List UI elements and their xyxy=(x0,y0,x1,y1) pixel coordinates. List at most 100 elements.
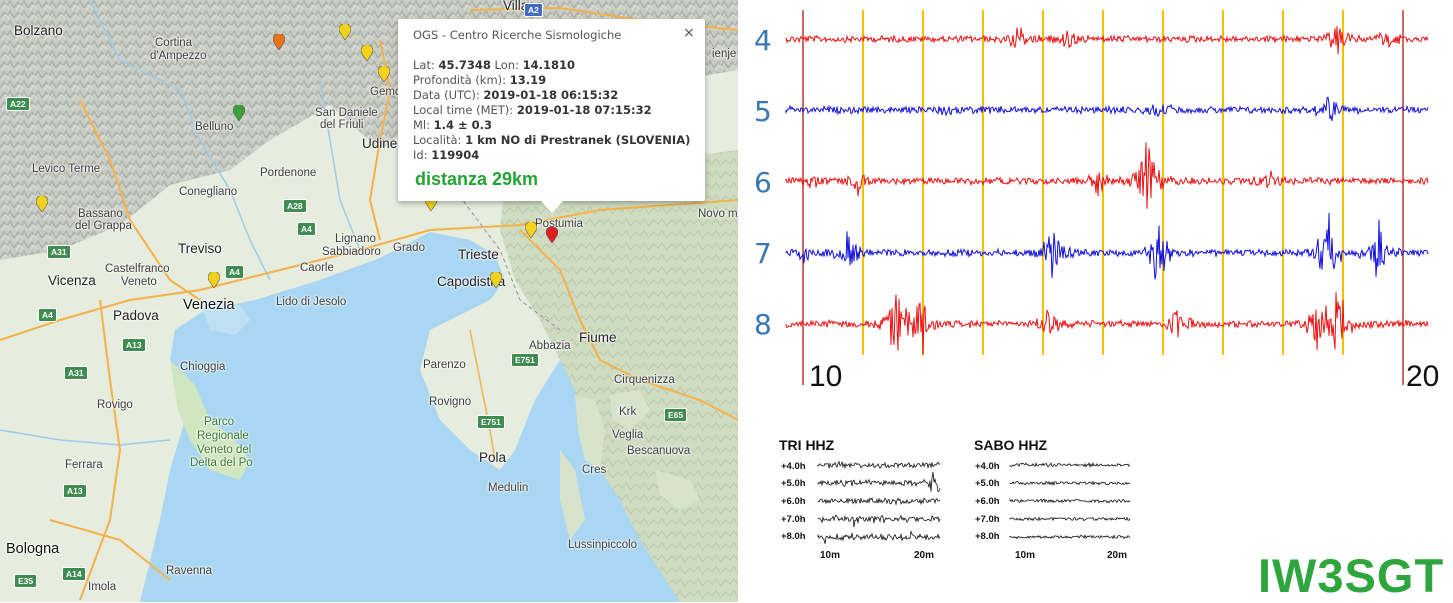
place-label: Rovigo xyxy=(97,399,133,411)
place-label: Udine xyxy=(362,136,398,151)
place-label: Medulin xyxy=(488,482,529,494)
place-label: Postumia xyxy=(535,218,583,230)
location-value: 1 km NO di Prestranek (SLOVENIA) xyxy=(465,133,691,147)
trace-label: 8 xyxy=(754,308,772,341)
place-label: Imola xyxy=(88,581,117,593)
map-pin-icon[interactable] xyxy=(36,196,48,212)
seismogram-plot xyxy=(785,10,1429,385)
lat-value: 45.7348 xyxy=(438,58,491,72)
trace-label: 6 xyxy=(754,166,772,199)
road-shield: A28 xyxy=(283,199,307,213)
helicorder-title: TRI HHZ xyxy=(779,437,835,453)
popup-tail xyxy=(540,200,564,213)
popup-row-magnitude: Ml: 1.4 ± 0.3 xyxy=(413,118,492,132)
id-label: Id: xyxy=(413,148,428,162)
helicorder-row-label: +4.0h xyxy=(781,461,806,472)
date-value: 2019-01-18 06:15:32 xyxy=(483,88,619,102)
map-pin-icon[interactable] xyxy=(378,66,390,82)
map-panel[interactable]: Villaco Bolzano Cortina d'Ampezzo Bellun… xyxy=(0,0,738,602)
place-label: Sabbiadoro xyxy=(322,246,381,258)
magnitude-value: 1.4 ± 0.3 xyxy=(433,118,493,132)
helicorder-row-label: +6.0h xyxy=(975,496,1000,507)
map-pin-icon[interactable] xyxy=(361,45,373,61)
helicorder-row-label: +5.0h xyxy=(781,478,806,489)
helicorder-row-label: +6.0h xyxy=(781,496,806,507)
place-label: Novo me xyxy=(698,208,738,220)
road-shield: A13 xyxy=(63,484,87,498)
time-start-label: 10 xyxy=(809,360,843,393)
place-label: Bescanuova xyxy=(627,445,691,457)
trace-label: 4 xyxy=(754,24,772,57)
depth-label: Profondità (km): xyxy=(413,73,507,87)
place-label: Delta del Po xyxy=(190,457,253,469)
helicorder-tick: 20m xyxy=(1107,550,1128,561)
popup-row-date: Data (UTC): 2019-01-18 06:15:32 xyxy=(413,88,618,102)
road-shield: E751 xyxy=(511,353,539,367)
popup-row-location: Località: 1 km NO di Prestranek (SLOVENI… xyxy=(413,133,690,147)
popup-row-coords: Lat: 45.7348 Lon: 14.1810 xyxy=(413,58,575,72)
lat-label: Lat: xyxy=(413,58,435,72)
place-label: Vicenza xyxy=(48,273,96,288)
place-label: Pola xyxy=(479,450,507,465)
map-pin-icon[interactable] xyxy=(273,34,285,50)
place-label: Castelfranco xyxy=(105,263,170,275)
helicorder-trace xyxy=(817,514,941,528)
road-shield: E65 xyxy=(664,408,688,422)
map-pin-icon[interactable] xyxy=(525,222,537,238)
popup-row-id: Id: 119904 xyxy=(413,148,479,162)
place-label: del Friuli xyxy=(320,119,364,131)
place-label: Parco xyxy=(204,416,235,428)
place-label: Veneto xyxy=(121,276,157,288)
place-label: Venezia xyxy=(183,297,235,313)
helicorder-trace xyxy=(1009,534,1131,540)
distance-text: distanza 29km xyxy=(415,169,539,189)
helicorder-row-label: +4.0h xyxy=(975,461,1000,472)
map-pin-icon[interactable] xyxy=(233,105,245,121)
road-shield: A13 xyxy=(122,338,146,352)
local-time-label: Local time (MET): xyxy=(413,103,514,117)
place-label: Fiume xyxy=(579,330,617,345)
helicorder-trace xyxy=(817,472,941,493)
helicorder-tick: 10m xyxy=(1015,550,1036,561)
seismogram-trace xyxy=(785,212,1429,280)
close-icon[interactable]: × xyxy=(683,25,695,41)
lon-value: 14.1810 xyxy=(522,58,575,72)
road-shield: A31 xyxy=(64,366,88,380)
helicorder-title: SABO HHZ xyxy=(974,437,1048,453)
place-label: Bolzano xyxy=(14,23,63,38)
place-label: Conegliano xyxy=(179,186,238,198)
map-pin-icon[interactable] xyxy=(490,272,502,288)
road-shield: E35 xyxy=(14,574,38,588)
place-label: Belluno xyxy=(195,121,234,133)
helicorder-trace xyxy=(1009,461,1131,468)
popup-title: OGS - Centro Ricerche Sismologiche xyxy=(413,28,622,42)
trace-label: 5 xyxy=(754,95,772,128)
place-label: Parenzo xyxy=(423,359,466,371)
place-label: Treviso xyxy=(178,241,222,256)
place-label: Regionale xyxy=(197,430,249,442)
road-shield: A22 xyxy=(6,97,30,111)
seismogram-trace xyxy=(785,96,1429,121)
map-pin-icon[interactable] xyxy=(339,24,351,40)
map-pin-icon[interactable] xyxy=(546,227,558,243)
place-label: Levico Terme xyxy=(32,163,101,175)
place-label: Cres xyxy=(582,464,607,476)
seismogram-trace xyxy=(785,25,1429,55)
map-pin-icon[interactable] xyxy=(208,272,220,288)
place-label: Padova xyxy=(113,308,159,323)
station-callsign: IW3SGT xyxy=(1258,549,1445,602)
id-value: 119904 xyxy=(431,148,480,162)
place-label: Trieste xyxy=(458,247,499,262)
place-label: Lido di Jesolo xyxy=(276,296,347,308)
road-shield: A31 xyxy=(47,245,71,259)
lon-label: Lon: xyxy=(494,58,519,72)
place-label: Chioggia xyxy=(180,361,226,373)
seismogram-trace xyxy=(785,142,1429,209)
helicorder-row-label: +8.0h xyxy=(781,531,806,542)
road-shield: A2 xyxy=(524,3,543,17)
road-shield: A4 xyxy=(38,308,57,322)
place-label: Ferrara xyxy=(65,459,103,471)
place-label: Krk xyxy=(619,406,637,418)
place-label: ienje xyxy=(712,48,737,60)
